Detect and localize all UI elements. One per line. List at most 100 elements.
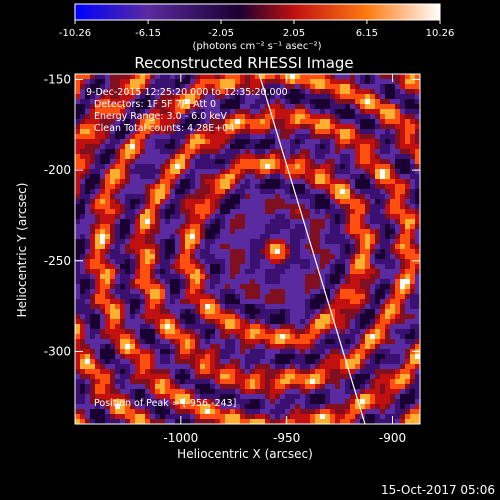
heat-cell [350,354,355,359]
heat-cell [390,349,395,354]
heat-cell [295,364,300,369]
heat-cell [350,309,355,314]
heat-cell [380,79,385,84]
heat-cell [220,189,225,194]
heat-cell [80,274,85,279]
heat-cell [270,269,275,274]
heat-cell [195,319,200,324]
heat-cell [335,124,340,129]
heat-cell [385,314,390,319]
heat-cell [125,114,130,119]
heat-cell [350,84,355,89]
heat-cell [170,169,175,174]
heat-cell [150,109,155,114]
heat-cell [405,129,410,134]
heat-cell [235,274,240,279]
heat-cell [215,299,220,304]
heat-cell [360,139,365,144]
heat-cell [95,269,100,274]
heat-cell [360,234,365,239]
heat-cell [110,324,115,329]
heat-cell [370,149,375,154]
heat-cell [245,99,250,104]
heat-cell [225,394,230,399]
heat-cell [325,339,330,344]
heat-cell [225,289,230,294]
heat-cell [230,389,235,394]
heat-cell [380,209,385,214]
heat-cell [90,329,95,334]
heat-cell [365,124,370,129]
heat-cell [130,364,135,369]
heat-cell [195,79,200,84]
heat-cell [160,84,165,89]
heat-cell [255,104,260,109]
heat-cell [260,269,265,274]
heat-cell [375,324,380,329]
heat-cell [245,159,250,164]
x-tick-label: -950 [273,431,300,445]
heat-cell [150,249,155,254]
heat-cell [165,394,170,399]
heat-cell [105,284,110,289]
heat-cell [365,389,370,394]
heat-cell [360,189,365,194]
heat-cell [250,74,255,79]
heat-cell [345,344,350,349]
heat-cell [85,189,90,194]
heat-cell [85,159,90,164]
y-tick-label: -300 [44,344,71,358]
heat-cell [195,414,200,419]
heat-cell [415,74,420,79]
heat-cell [215,114,220,119]
heat-cell [115,389,120,394]
heat-cell [290,114,295,119]
heat-cell [355,189,360,194]
heat-cell [245,129,250,134]
heat-cell [290,154,295,159]
heat-cell [360,344,365,349]
heat-cell [195,284,200,289]
heat-cell [130,369,135,374]
heat-cell [235,209,240,214]
heat-cell [330,384,335,389]
heat-cell [245,309,250,314]
heat-cell [240,89,245,94]
heat-cell [400,274,405,279]
heat-cell [240,169,245,174]
heat-cell [405,139,410,144]
heat-cell [200,89,205,94]
heat-cell [380,224,385,229]
heat-cell [380,139,385,144]
heat-cell [85,264,90,269]
heat-cell [280,259,285,264]
heat-cell [385,154,390,159]
heat-cell [210,284,215,289]
heat-cell [265,274,270,279]
heat-cell [405,394,410,399]
heat-cell [215,84,220,89]
heat-cell [395,419,400,424]
heat-cell [115,94,120,99]
heat-cell [220,399,225,404]
heat-cell [135,134,140,139]
heat-cell [245,134,250,139]
heat-cell [410,254,415,259]
heat-cell [240,384,245,389]
heat-cell [270,369,275,374]
heat-cell [205,339,210,344]
heat-cell [315,174,320,179]
heat-cell [130,309,135,314]
heat-cell [295,319,300,324]
heat-cell [370,379,375,384]
heat-cell [235,389,240,394]
heat-cell [230,364,235,369]
heat-cell [405,369,410,374]
heat-cell [350,189,355,194]
heat-cell [215,339,220,344]
heat-cell [205,79,210,84]
heat-cell [155,314,160,319]
heat-cell [300,184,305,189]
heat-cell [190,324,195,329]
heat-cell [145,349,150,354]
